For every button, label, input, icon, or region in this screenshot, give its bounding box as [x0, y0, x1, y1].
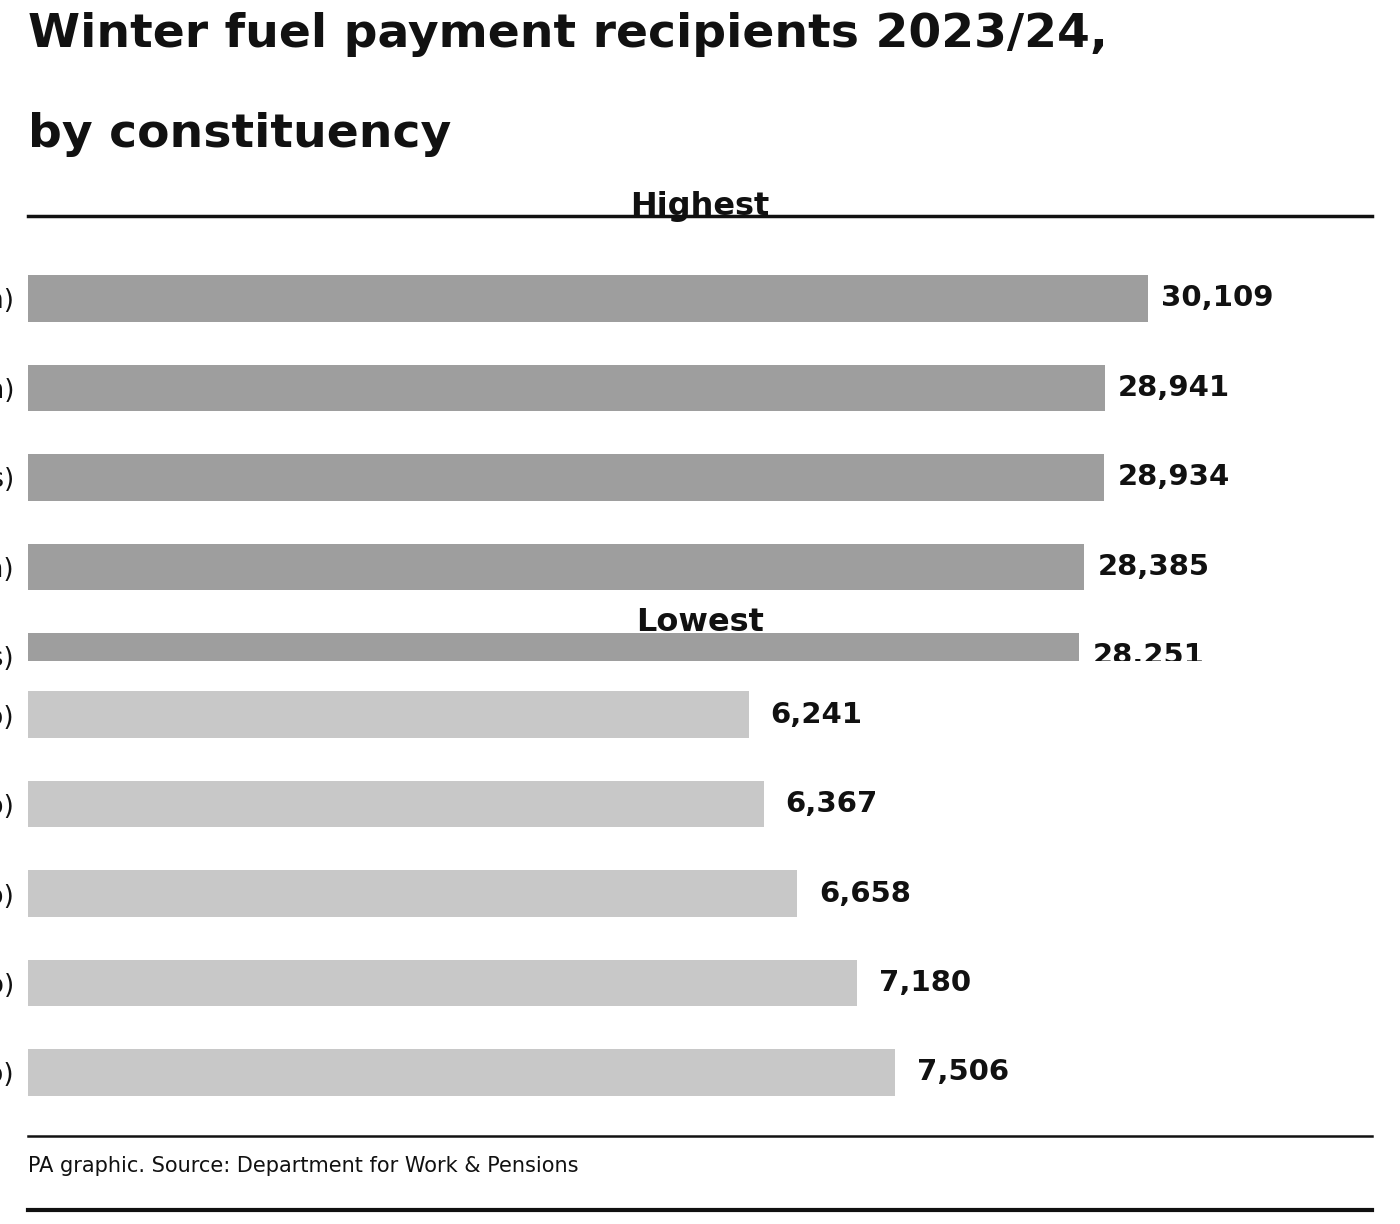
Text: 28,934: 28,934: [1117, 464, 1231, 491]
Bar: [28, 1049, 895, 1095]
Bar: [28, 692, 749, 738]
Text: 6,658: 6,658: [819, 880, 910, 907]
Text: Lowest: Lowest: [636, 607, 764, 638]
Text: 28,251: 28,251: [1092, 643, 1204, 671]
Text: 30,109: 30,109: [1162, 284, 1274, 312]
Text: Highest: Highest: [630, 191, 770, 222]
Text: 6,241: 6,241: [770, 700, 862, 728]
Bar: [28, 275, 1148, 322]
Bar: [28, 365, 1105, 411]
Text: PA graphic. Source: Department for Work & Pensions: PA graphic. Source: Department for Work …: [28, 1155, 578, 1176]
Bar: [28, 960, 857, 1006]
Text: 7,506: 7,506: [917, 1059, 1009, 1087]
Bar: [28, 454, 1105, 501]
Bar: [28, 543, 1084, 590]
Text: by constituency: by constituency: [28, 113, 451, 157]
Bar: [28, 870, 797, 917]
Text: 6,367: 6,367: [785, 789, 878, 818]
Text: 28,385: 28,385: [1098, 553, 1210, 581]
Bar: [28, 633, 1079, 679]
Text: 7,180: 7,180: [879, 969, 972, 998]
Text: 28,941: 28,941: [1119, 373, 1231, 401]
Text: Winter fuel payment recipients 2023/24,: Winter fuel payment recipients 2023/24,: [28, 12, 1107, 58]
Bar: [28, 781, 763, 827]
